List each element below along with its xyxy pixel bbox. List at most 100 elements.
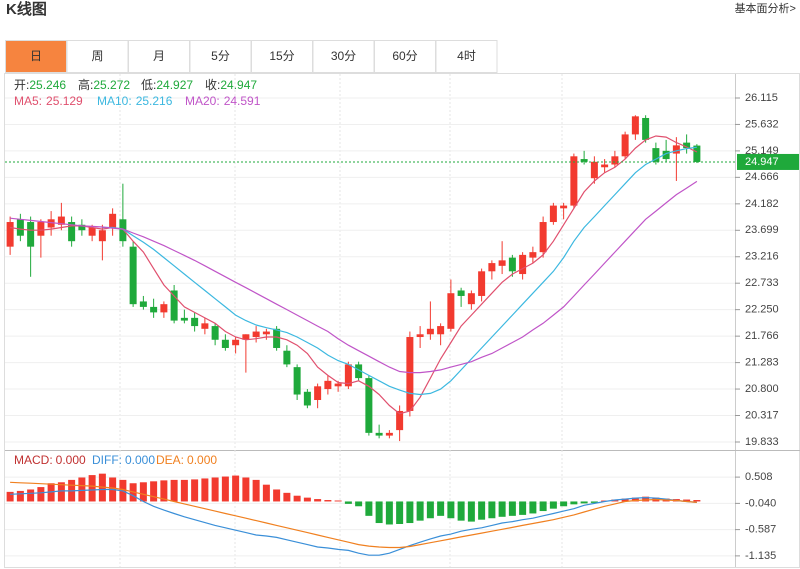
candle-body [170,290,178,321]
tab-label[interactable]: 30分 [331,49,356,63]
y-tick-label: 22.733 [745,277,779,289]
candle-body [437,326,445,335]
macd-bar [508,501,516,516]
candle-body [47,219,55,228]
candle-body [180,317,188,321]
tab-label[interactable]: 4时 [457,49,476,63]
macd-bar [150,481,158,502]
macd-bar [16,490,24,502]
fundamental-link[interactable]: 基本面分析> [735,1,796,15]
y-tick-label: 21.766 [745,330,779,342]
tab[interactable] [374,40,436,73]
macd-bar [447,501,455,519]
candle-body [262,331,270,335]
candle-body [631,116,639,135]
tab[interactable] [5,40,67,73]
candle-body [293,367,301,395]
tab-bar: 日 周 月 5分 15分 30分 60分 4时 [5,40,498,73]
tab-label[interactable]: 60分 [392,49,417,63]
ma-legend: MA20: 24.591 [185,94,261,108]
macd-bar [191,479,199,502]
tab-label[interactable]: 周 [91,49,103,63]
candle-body [68,222,76,242]
candle-body [88,227,96,236]
y-tick-label: -0.587 [745,524,776,536]
macd-bar [580,501,588,504]
candle-body [642,117,650,140]
tab[interactable] [66,40,129,73]
candle-body [519,254,527,275]
macd-bar [385,501,393,525]
ohlc-field: 高:25.272 [78,77,130,92]
y-tick-label: 25.632 [745,118,779,130]
tab-label[interactable]: 5分 [211,49,230,63]
ma-legend-name: MA5: [14,94,42,108]
macd-bar [426,501,434,519]
ohlc-label: 低: [141,78,156,92]
candle-body [201,323,209,329]
tab[interactable] [312,40,375,73]
tab[interactable] [435,40,498,73]
candle-body [98,230,106,242]
ma-line [10,180,698,374]
macd-bar [6,491,14,502]
macd-bar [570,501,578,505]
macd-bar [334,500,342,502]
candle-body [365,378,373,433]
macd-bar [467,501,475,522]
ma-legend-value: 25.216 [136,94,173,108]
y-tick-label: 23.216 [745,251,779,263]
candle-body [683,142,691,149]
ma-line [10,135,698,415]
ohlc-field: 开:25.246 [14,78,66,92]
candle-body [252,331,260,338]
macd-legend-value: 0.000 [125,453,155,467]
candle-body [560,205,568,209]
tab-label[interactable]: 月 [153,49,165,63]
macd-bar [437,501,445,516]
y-tick-label: 20.317 [745,409,779,421]
candle-body [324,380,332,390]
tab-label[interactable]: 15分 [269,49,294,63]
candle-body [57,216,65,225]
macd-bar [488,501,496,519]
tab-label[interactable]: 日 [30,49,42,63]
y-tick-label: -1.135 [745,550,776,562]
ohlc-label: 开: [14,78,29,92]
candle-body [375,432,383,436]
candle-body [385,432,393,436]
tab[interactable] [128,40,190,73]
candle-body [232,339,240,346]
candle-body [150,306,158,313]
macd-bar [498,501,506,517]
ohlc-label: 高: [78,77,93,92]
tab[interactable] [251,40,313,73]
candle-body [396,410,404,431]
candle-body [662,150,670,160]
candle-body [580,159,588,162]
y-tick-label: 24.182 [745,198,779,210]
macd-bar [519,501,527,515]
macd-bar [139,482,147,502]
candle-body [37,222,45,236]
macd-bar [621,498,629,502]
candle-body [191,317,199,327]
ma-legend-value: 24.591 [224,94,261,108]
macd-bar [324,500,332,502]
macd-legend: MACD: 0.000 [14,453,86,467]
ma-legend-name: MA20: [185,94,220,108]
candle-body [221,339,229,348]
macd-bar [57,482,65,502]
macd-bar [221,476,229,502]
candle-body [549,205,557,223]
candle-body [355,364,363,379]
candle-body [488,263,496,272]
candle-body [652,148,660,162]
macd-bar [262,484,270,502]
macd-bar [211,477,219,502]
macd-bar [252,479,260,502]
ohlc-field: 低:24.927 [141,78,193,92]
candle-body [601,164,609,168]
candle-body [570,156,578,206]
ma-legend-name: MA10: [97,94,132,108]
